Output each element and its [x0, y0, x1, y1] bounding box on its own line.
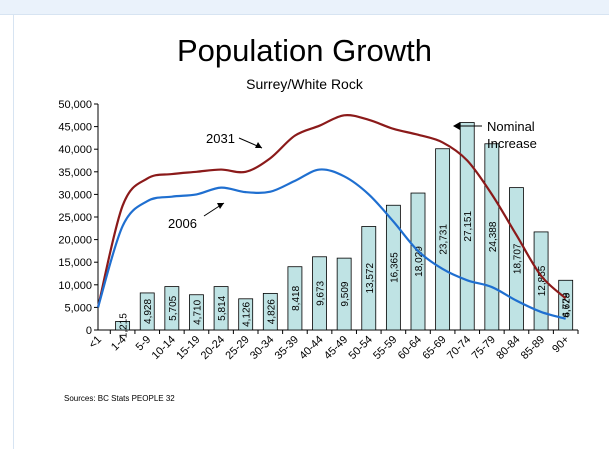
bar-value-label: 1,215 [119, 313, 130, 338]
y-tick-label: 45,000 [58, 122, 92, 134]
y-tick-label: 30,000 [58, 189, 92, 201]
chart-title: Population Growth [176, 33, 433, 68]
bar [238, 298, 254, 331]
x-tick-label: 65-69 [420, 334, 448, 362]
bar [385, 204, 401, 331]
x-tick-label: 75-79 [470, 334, 498, 362]
y-tick-label: 10,000 [58, 280, 92, 292]
x-tick-label: 30-34 [248, 334, 276, 362]
x-tick-label: 10-14 [150, 334, 178, 362]
x-tick-label: 50-54 [347, 334, 375, 362]
bar-value-label: 16,365 [389, 252, 400, 283]
bar [509, 187, 524, 331]
bar-value-label: 4,126 [242, 301, 253, 326]
arrowhead-nominal [453, 122, 460, 130]
bar-value-label: 4,826 [266, 299, 277, 324]
bar-value-label: 9,509 [340, 281, 351, 306]
chart-subtitle: Surrey/White Rock [246, 76, 363, 92]
y-tick-label: 15,000 [58, 257, 92, 269]
y-tick-label: 5,000 [64, 302, 92, 314]
x-tick-label: 15-19 [174, 334, 202, 362]
left-rule [13, 14, 14, 449]
x-tick-label: 45-49 [322, 334, 350, 362]
bar-value-label: 18,029 [414, 246, 425, 277]
y-tick-label: 20,000 [58, 235, 92, 247]
bar [410, 192, 426, 331]
annotation-nominal-line1: Nominal [487, 119, 535, 134]
source-note: Sources: BC Stats PEOPLE 32 [64, 394, 175, 403]
series-line-2031 [96, 114, 567, 308]
annotation-nominal-line2: Increase [487, 136, 537, 151]
bar [312, 256, 327, 331]
x-tick-label: 40-44 [297, 334, 325, 362]
bar [213, 286, 229, 331]
x-tick-label: 55-59 [371, 334, 399, 362]
x-tick-label: 85-89 [519, 334, 547, 362]
bar [533, 231, 549, 331]
bar [361, 226, 377, 331]
bar [262, 292, 278, 331]
bar-value-label: 12,855 [537, 265, 548, 296]
bar [287, 266, 303, 331]
y-tick-label: 0 [86, 325, 92, 337]
annotation-2031: 2031 [206, 131, 235, 146]
bar-value-label: 4,928 [143, 299, 154, 324]
x-tick-label: 35-39 [273, 334, 301, 362]
y-tick-label: 40,000 [58, 144, 92, 156]
bar-value-label: 24,388 [488, 221, 499, 252]
bar-value-label: 23,731 [439, 224, 450, 255]
arrowhead-2006 [217, 203, 224, 209]
bar [435, 148, 451, 331]
annotation-2006: 2006 [168, 216, 197, 231]
x-tick-label: 70-74 [445, 334, 473, 362]
arrowhead-2031 [255, 142, 262, 148]
y-tick-label: 50,000 [58, 99, 92, 111]
x-tick-label: 80-84 [494, 334, 522, 362]
bar-value-label: 6,679 [562, 292, 573, 317]
top-strip [0, 0, 609, 15]
x-tick-label: 5-9 [134, 334, 154, 354]
x-tick-label: 90+ [550, 334, 572, 356]
y-tick-label: 25,000 [58, 212, 92, 224]
bar-value-label: 5,814 [217, 295, 228, 320]
x-tick-label: 25-29 [223, 334, 251, 362]
bar [139, 292, 155, 331]
bar [164, 286, 180, 331]
bar-value-label: 4,710 [192, 299, 203, 324]
bar-value-label: 18,707 [512, 243, 523, 274]
y-tick-label: 35,000 [58, 167, 92, 179]
x-tick-label: 60-64 [396, 334, 424, 362]
bar-value-label: 13,572 [365, 263, 376, 294]
bar-value-label: 27,151 [463, 211, 474, 242]
bar [189, 294, 204, 331]
series-line-2006 [96, 168, 566, 320]
bar [115, 321, 131, 331]
bar-value-label: 8,418 [291, 285, 302, 310]
bar-value-label: 4,728 [562, 292, 573, 317]
x-tick-label: 20-24 [199, 334, 227, 362]
bar [336, 257, 352, 331]
bar-value-label: 5,705 [168, 295, 179, 320]
bar-value-label: 9,673 [316, 280, 327, 305]
